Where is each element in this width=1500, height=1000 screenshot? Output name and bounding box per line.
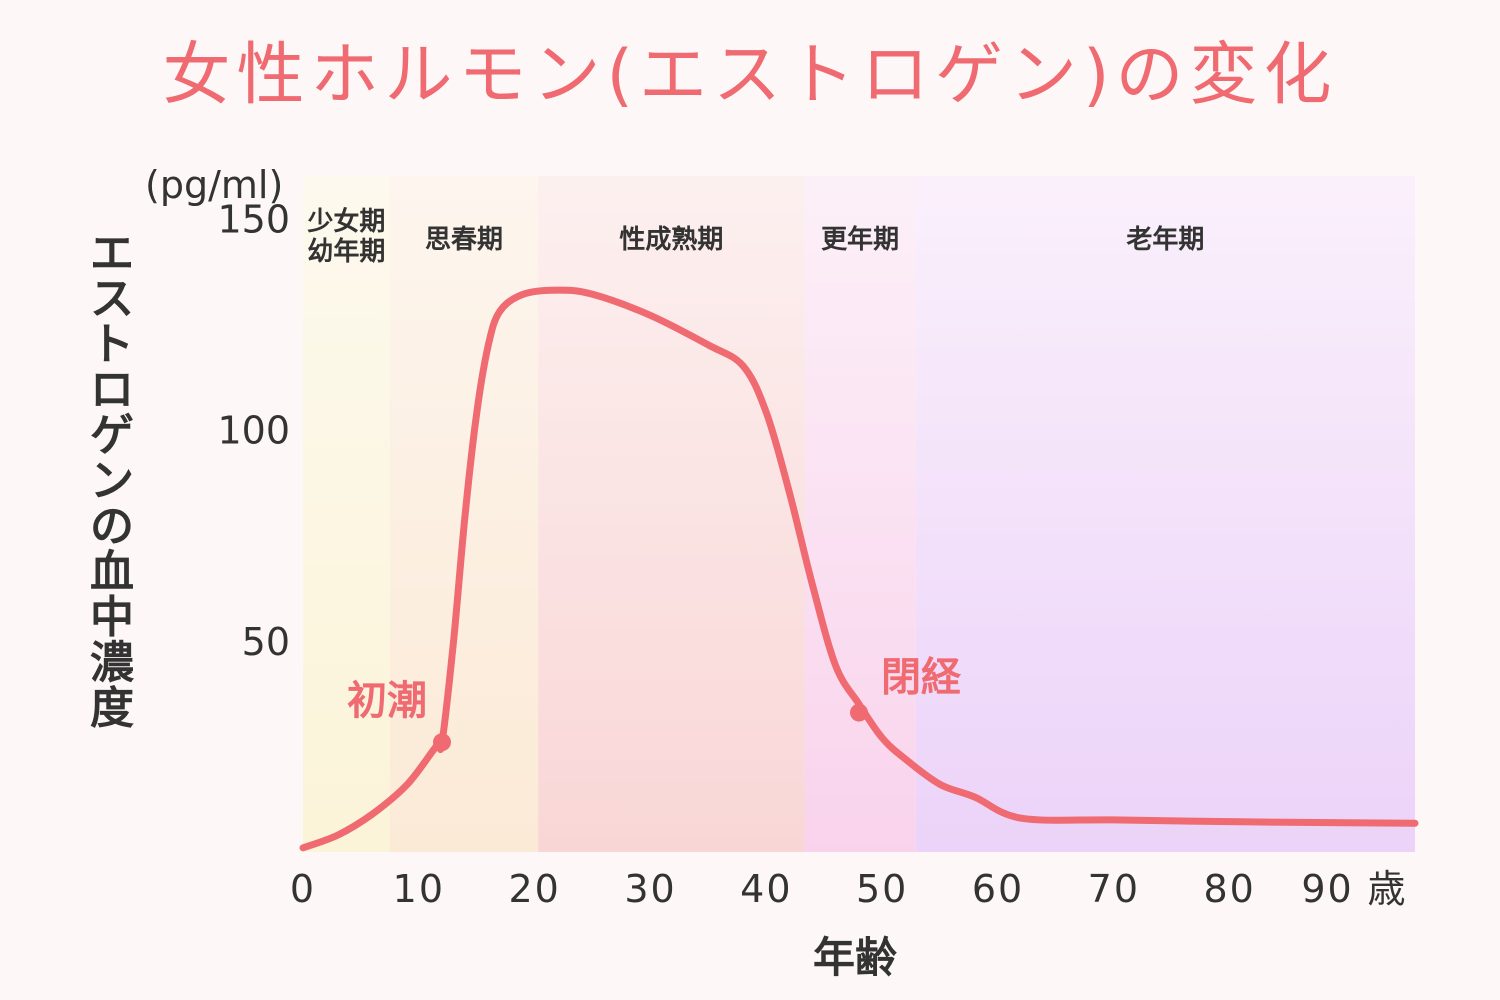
x-tick-label: 70 (1088, 867, 1140, 911)
series-line-estrogen (299, 286, 1419, 852)
life-phase-labels: 少女期幼年期 思春期 性成熟期 更年期 老年期 (306, 206, 1204, 267)
x-tick-label: 0 (290, 867, 316, 911)
x-tick-label: 30 (624, 867, 676, 911)
x-tick-label: 20 (508, 867, 560, 911)
phase-band-4 (915, 176, 1415, 852)
annotation-point-0 (433, 733, 451, 752)
y-axis-ticks: 50 100 150 (217, 197, 290, 664)
phase-band-2 (538, 176, 805, 852)
y-axis-label-text: エストロゲンの血中濃度 (90, 228, 135, 734)
annotations: 初潮 閉経 (347, 655, 962, 752)
x-tick-label: 50 (856, 867, 908, 911)
y-tick-label: 100 (217, 409, 290, 453)
x-tick-label: 10 (393, 867, 445, 911)
phase-band-0 (303, 176, 390, 852)
phase-band-3 (804, 176, 916, 852)
x-axis-ticks: 0 10 20 30 40 50 60 70 80 90 歳 (290, 867, 1407, 911)
phase-label-4: 老年期 (1126, 224, 1204, 255)
y-axis-label: エストロゲンの血中濃度 (90, 228, 135, 734)
x-tick-label: 60 (972, 867, 1024, 911)
x-tick-label: 40 (740, 867, 792, 911)
x-axis-label: 年齢 (813, 933, 897, 982)
x-axis-unit: 歳 (1367, 867, 1407, 911)
annotation-label-0: 初潮 (347, 678, 427, 724)
x-tick-label: 90 (1301, 867, 1353, 911)
y-axis-unit: (pg/ml) (145, 163, 283, 207)
phase-label-3: 更年期 (821, 224, 899, 255)
phase-label-0: 少女期幼年期 (306, 206, 385, 267)
series-lines (299, 286, 1419, 852)
x-tick-label: 80 (1203, 867, 1255, 911)
annotation-point-1 (850, 703, 868, 722)
phase-label-2: 性成熟期 (619, 224, 723, 255)
phase-label-1: 思春期 (425, 225, 503, 255)
annotation-label-1: 閉経 (881, 655, 962, 701)
y-tick-label: 50 (242, 620, 290, 664)
chart-title: 女性ホルモン(エストロゲン)の変化 (162, 36, 1337, 115)
y-tick-label: 150 (217, 197, 290, 241)
life-phase-bands (303, 176, 1415, 852)
